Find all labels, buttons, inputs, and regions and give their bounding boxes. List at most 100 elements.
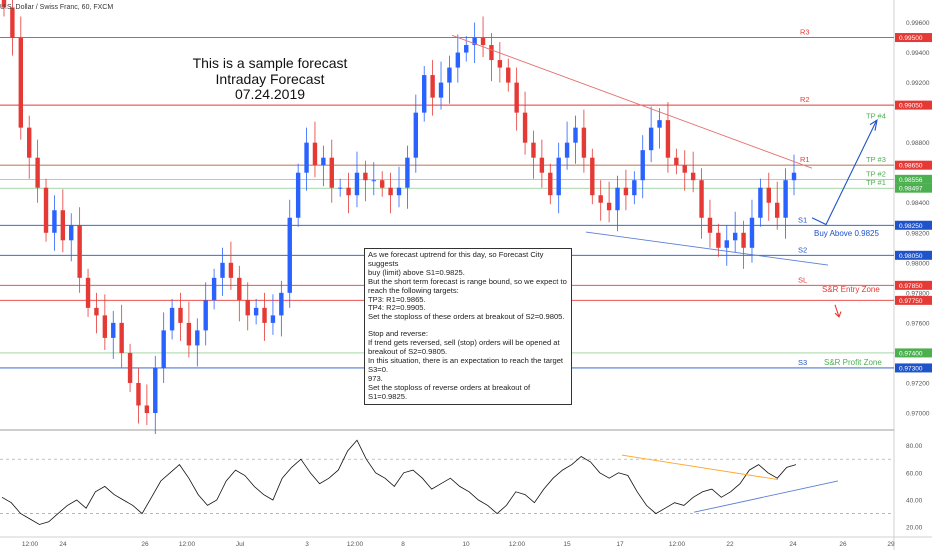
candle-body (119, 322, 124, 353)
time-tick-label: 29 (887, 541, 895, 548)
candle-body (606, 202, 612, 211)
level-price-label: 0.99050 (899, 103, 923, 110)
time-tick-label: 10 (462, 541, 470, 548)
candle-body (590, 157, 595, 196)
price-tick-label: 0.98800 (906, 140, 930, 147)
candle-body (270, 315, 276, 323)
candle-body (438, 82, 444, 98)
candle-body (102, 315, 108, 338)
candle-body (623, 187, 629, 196)
candle-body (169, 307, 175, 331)
lower-trendline (585, 231, 829, 266)
level-price-tag (895, 348, 932, 358)
candle-body (153, 367, 158, 413)
level-price-label: 0.97400 (899, 350, 923, 357)
candle-body (732, 232, 738, 241)
price-tick-label: 0.97000 (906, 410, 930, 417)
upper-trendline (451, 34, 813, 169)
candle-body (127, 352, 133, 383)
candle-body (178, 307, 183, 323)
candle-body (640, 150, 645, 181)
candle-body (237, 277, 242, 301)
level-price-label: 0.97300 (899, 365, 923, 372)
candle-body (783, 180, 788, 218)
candle-body (35, 157, 40, 188)
candle-body (60, 210, 66, 241)
candle-body (329, 157, 334, 188)
candle-body (615, 187, 620, 211)
candle-body (724, 240, 729, 248)
candle-body (295, 172, 301, 218)
candle-body (657, 120, 662, 128)
candle-body (371, 180, 376, 182)
level-name-label: S1 (798, 215, 807, 224)
candle-body (758, 187, 763, 218)
candle-body (203, 300, 208, 331)
level-price-tag (895, 363, 932, 373)
level-name-label: S3 (798, 358, 807, 367)
candle-body (43, 187, 49, 233)
candle-body (564, 142, 570, 158)
candle-body (741, 232, 746, 248)
candle-body (388, 187, 393, 196)
candle-body (447, 67, 452, 83)
rsi-tick-label: 60.00 (906, 470, 923, 477)
candle-body (573, 127, 578, 143)
candle-body (396, 187, 402, 196)
candle-body (682, 165, 687, 173)
candle-body (548, 172, 553, 196)
time-tick-label: 12:00 (669, 541, 686, 548)
rsi-tick-label: 20.00 (906, 525, 923, 532)
time-tick-label: 3 (305, 541, 309, 548)
candle-body (480, 37, 486, 46)
candle-body (69, 225, 74, 241)
time-tick-label: 26 (839, 541, 847, 548)
rsi-upper-trendline (621, 454, 779, 481)
time-tick-label: 12:00 (179, 541, 196, 548)
price-tick-label: 0.98000 (906, 260, 930, 267)
candle-body (716, 232, 721, 248)
candle-body (472, 37, 477, 46)
candle-body (598, 195, 603, 203)
candle-body (749, 217, 755, 248)
rsi-tick-label: 40.00 (906, 498, 923, 505)
candle-body (791, 172, 797, 181)
candle-body (665, 120, 671, 158)
candle-body (455, 52, 461, 68)
candle-body (497, 60, 503, 68)
candle-body (766, 187, 771, 203)
candle-body (506, 67, 511, 83)
level-price-label: 0.98650 (899, 163, 923, 170)
level-price-tag (895, 280, 932, 290)
candle-body (287, 217, 292, 293)
candle-body (422, 75, 427, 113)
forecast-line-2: Intraday Forecast (215, 70, 325, 87)
time-tick-label: 22 (726, 541, 734, 548)
time-tick-label: 8 (401, 541, 405, 548)
level-name-label: S2 (798, 245, 807, 254)
candle-body (363, 172, 368, 181)
forecast-down-arrow (834, 304, 840, 318)
level-price-tag (895, 250, 932, 260)
candle-body (674, 157, 679, 166)
candle-body (27, 127, 32, 158)
rsi-line (1, 439, 797, 525)
candle-body (699, 180, 704, 218)
time-tick-label: Jul (236, 541, 245, 548)
candle-body (514, 82, 519, 113)
time-tick-label: 24 (59, 541, 67, 548)
rsi-lower-trendline (693, 480, 839, 513)
rsi-tick-label: 80.00 (906, 443, 923, 450)
candle-body (581, 127, 587, 158)
level-name-label: R3 (800, 28, 810, 37)
price-tick-label: 0.98400 (906, 200, 930, 207)
time-tick-label: 26 (141, 541, 149, 548)
candle-body (489, 45, 494, 61)
candle-body (52, 210, 57, 233)
candle-body (1, 0, 7, 8)
price-tick-label: 0.99400 (906, 50, 930, 57)
price-tick-label: 0.97600 (906, 320, 930, 327)
price-tick-label: 0.98200 (906, 230, 930, 237)
profit-zone-label: S&R Profit Zone (824, 358, 882, 367)
forecast-note: As we forecast uptrend for this day, so … (364, 248, 572, 405)
